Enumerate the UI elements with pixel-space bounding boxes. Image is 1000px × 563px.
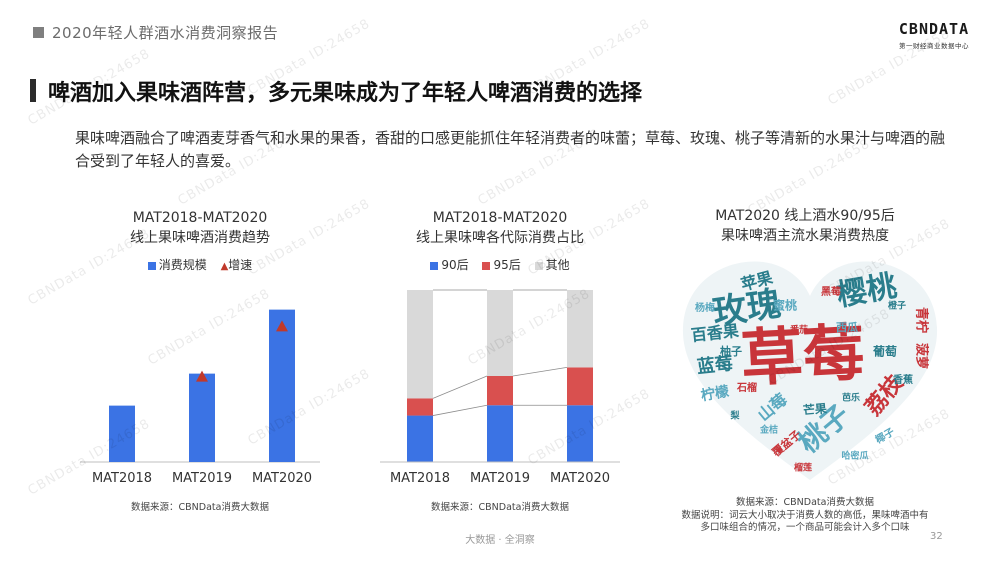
stacked-segment-其他-MAT2020 bbox=[567, 290, 593, 368]
connector-line bbox=[512, 367, 568, 377]
heart-shape-icon bbox=[682, 261, 938, 480]
stacked-segment-其他-MAT2019 bbox=[487, 290, 513, 376]
wordcloud-note-line2: 多口味组合的情况，一个商品可能会计入多个口味 bbox=[700, 522, 910, 533]
wordcloud-word: 金桔 bbox=[759, 424, 778, 436]
wordcloud-note-line1: 数据说明：词云大小取决于消费人数的高低，果味啤酒中有 bbox=[681, 510, 929, 521]
wordcloud-word: 蓝莓 bbox=[696, 352, 734, 378]
chart-1-source: 数据来源：CBNData消费大数据 bbox=[131, 502, 269, 513]
chart-2-title-line1: MAT2018-MAT2020 bbox=[432, 210, 568, 226]
logo-sub-text: 第一财经商业数据中心 bbox=[899, 42, 969, 50]
growth-triangle-marker-MAT2020 bbox=[276, 320, 288, 332]
wordcloud-word: 柠檬 bbox=[700, 383, 731, 405]
header-square-icon bbox=[33, 27, 44, 38]
legend-label: 其他 bbox=[545, 258, 570, 272]
wordcloud-word: 榴莲 bbox=[794, 462, 812, 474]
bar-consumption-MAT2018 bbox=[109, 405, 135, 462]
legend-swatch-square-icon bbox=[482, 261, 491, 270]
connector-line bbox=[432, 404, 488, 416]
stacked-segment-95后-MAT2018 bbox=[407, 398, 433, 416]
wordcloud-title: MAT2020 线上酒水90/95后 果味啤酒主流水果消费热度 bbox=[690, 206, 920, 246]
wordcloud-word: 柚子 bbox=[720, 344, 742, 358]
chart-1-svg: MAT2018 MAT2019 MAT2020 bbox=[80, 309, 320, 486]
wordcloud-word: 香蕉 bbox=[893, 373, 913, 386]
cbndata-logo: CBNDATA 第一财经商业数据中心 bbox=[893, 20, 975, 50]
legend-label: 90后 bbox=[441, 258, 469, 272]
legend-item-90s: 90后 bbox=[430, 258, 469, 272]
wordcloud-word: 黑莓 bbox=[821, 285, 841, 298]
wordcloud-word: 哈密瓜 bbox=[841, 450, 868, 462]
wordcloud-word: 石榴 bbox=[736, 381, 757, 394]
wordcloud-word: 葡萄 bbox=[872, 344, 897, 359]
chart-2-panel: MAT2018-MAT2020 线上果味啤各代际消费占比 90后 95后 其他 bbox=[380, 208, 620, 273]
legend-item-other: 其他 bbox=[534, 258, 570, 272]
legend-triangle-icon: ▲ bbox=[220, 261, 229, 272]
wordcloud-title-line2: 果味啤酒主流水果消费热度 bbox=[721, 228, 889, 244]
wordcloud-title-line1: MAT2020 线上酒水90/95后 bbox=[715, 208, 895, 224]
stacked-segment-95后-MAT2020 bbox=[567, 367, 593, 406]
wordcloud-word: 梨 bbox=[729, 410, 740, 422]
footer-slogan: 大数据 · 全洞察 bbox=[465, 535, 535, 546]
legend-item-scale: 消费规模 bbox=[147, 258, 207, 272]
legend-label: 增速 bbox=[228, 258, 253, 272]
stacked-segment-90后-MAT2018 bbox=[407, 415, 433, 462]
chart-1-title-line1: MAT2018-MAT2020 bbox=[132, 210, 268, 226]
stacked-segment-95后-MAT2019 bbox=[487, 376, 513, 406]
description: 果味啤酒融合了啤酒麦芽香气和水果的果香，香甜的口感更能抓住年轻消费者的味蕾；草莓… bbox=[75, 129, 946, 170]
stacked-segment-其他-MAT2018 bbox=[407, 290, 433, 399]
report-title: 2020年轻人群酒水消费洞察报告 bbox=[52, 24, 279, 42]
headline-accent-bar bbox=[30, 79, 36, 102]
x-tick-label: MAT2018 bbox=[390, 471, 450, 486]
wordcloud-source: 数据来源：CBNData消费大数据 bbox=[736, 497, 874, 508]
legend-item-growth: ▲增速 bbox=[221, 258, 253, 272]
wordcloud-word: 玫瑰 bbox=[710, 284, 783, 333]
headline: 啤酒加入果味酒阵营，多元果味成为了年轻人啤酒消费的选择 bbox=[48, 81, 643, 106]
chart-1-legend: 消费规模 ▲增速 bbox=[80, 256, 320, 273]
legend-swatch-square-icon bbox=[534, 261, 543, 270]
wordcloud-word: 番茄 bbox=[789, 324, 808, 336]
chart-2-legend: 90后 95后 其他 bbox=[380, 256, 620, 273]
legend-label: 消费规模 bbox=[158, 258, 207, 272]
x-tick-label: MAT2019 bbox=[470, 471, 530, 486]
growth-triangle-marker-MAT2019 bbox=[196, 370, 208, 382]
stacked-segment-90后-MAT2019 bbox=[487, 405, 513, 462]
chart-2-title-line2: 线上果味啤各代际消费占比 bbox=[416, 230, 584, 246]
bar-consumption-MAT2020 bbox=[269, 309, 295, 462]
connector-line bbox=[432, 375, 488, 399]
legend-label: 95后 bbox=[493, 258, 521, 272]
wordcloud-word: 草莓 bbox=[739, 316, 867, 395]
wordcloud-word: 杨梅 bbox=[695, 301, 715, 314]
chart-1-panel: MAT2018-MAT2020 线上果味啤酒消费趋势 消费规模 ▲增速 bbox=[80, 208, 320, 273]
chart-2-svg: MAT2018 MAT2019 MAT2020 bbox=[380, 289, 620, 486]
stacked-segment-90后-MAT2020 bbox=[567, 405, 593, 462]
chart-2-source: 数据来源：CBNData消费大数据 bbox=[431, 502, 569, 513]
legend-item-95s: 95后 bbox=[482, 258, 521, 272]
watermark-text: CBNData ID:24658 bbox=[825, 26, 953, 109]
wordcloud-word: 百香果 bbox=[690, 321, 740, 345]
wordcloud-word: 菠萝 bbox=[914, 343, 930, 369]
x-tick-label: MAT2020 bbox=[550, 471, 610, 486]
wordcloud-word: 青柠 bbox=[914, 307, 930, 333]
x-tick-label: MAT2019 bbox=[172, 471, 232, 486]
chart-1-title-line2: 线上果味啤酒消费趋势 bbox=[130, 230, 270, 246]
x-tick-label: MAT2020 bbox=[252, 471, 312, 486]
wordcloud-word: 芭乐 bbox=[842, 392, 860, 404]
legend-swatch-square-icon bbox=[430, 261, 439, 270]
wordcloud-word: 芒果 bbox=[802, 400, 827, 417]
page-number: 32 bbox=[930, 531, 943, 542]
x-tick-label: MAT2018 bbox=[92, 471, 152, 486]
logo-main-text: CBNDATA bbox=[898, 20, 970, 38]
bar-consumption-MAT2019 bbox=[189, 373, 215, 462]
wordcloud-word: 西瓜 bbox=[836, 321, 858, 334]
legend-swatch-square-icon bbox=[147, 261, 156, 270]
wordcloud-word: 蜜桃 bbox=[773, 298, 797, 313]
wordcloud-word: 橙子 bbox=[888, 300, 906, 312]
